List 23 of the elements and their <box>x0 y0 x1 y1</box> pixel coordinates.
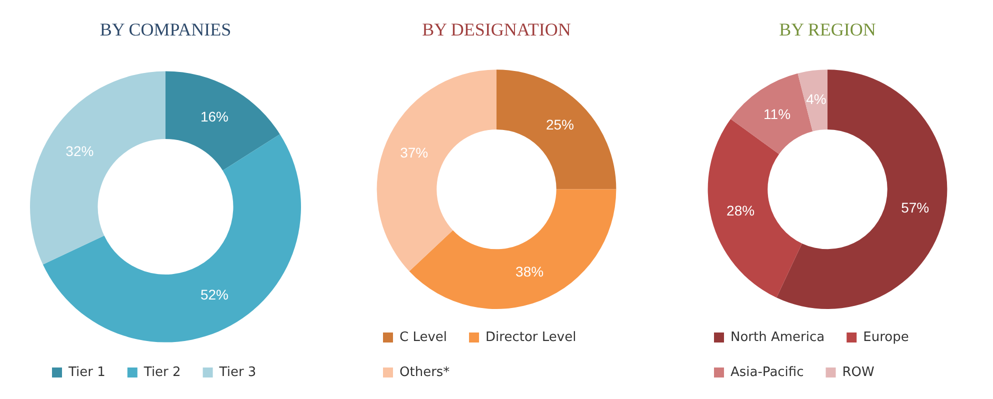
legend-label: Asia-Pacific <box>730 364 804 380</box>
chart-title: BY COMPANIES <box>100 20 232 40</box>
legend-label: C Level <box>400 330 448 345</box>
legend-label: ROW <box>842 364 875 380</box>
chart-title: BY DESIGNATION <box>422 20 571 40</box>
data-label: 4% <box>806 91 826 108</box>
data-label: 28% <box>726 202 755 218</box>
legend-label: Tier 2 <box>142 364 181 380</box>
legend-label: Others* <box>400 364 450 380</box>
data-label: 32% <box>66 143 94 160</box>
data-label: 38% <box>516 264 544 280</box>
data-label: 52% <box>200 286 228 303</box>
legend-label: Europe <box>863 330 909 345</box>
legend-label: North America <box>730 330 825 345</box>
chart-title: BY REGION <box>779 20 876 40</box>
legend-label: Tier 3 <box>218 364 256 380</box>
data-label: 37% <box>400 144 428 161</box>
data-label: 25% <box>546 116 574 133</box>
legend-label: Tier 1 <box>68 364 106 380</box>
legend-label: Director Level <box>486 330 576 345</box>
data-label: 11% <box>764 106 791 122</box>
data-label: 57% <box>901 200 930 216</box>
data-label: 16% <box>200 108 228 125</box>
